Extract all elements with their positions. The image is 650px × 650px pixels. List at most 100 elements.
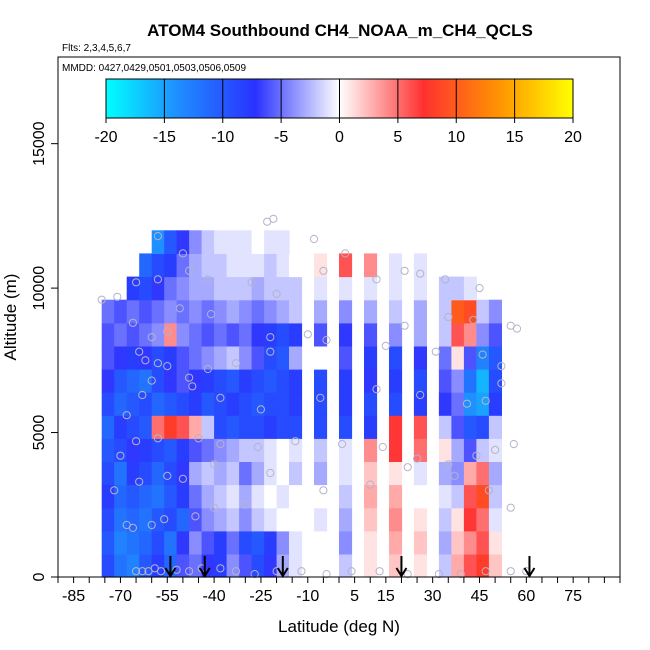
heatmap-cell [488, 484, 502, 509]
observation-point [132, 278, 141, 287]
heatmap-cell [239, 276, 253, 301]
observation-point [147, 520, 156, 530]
heatmap-cell [438, 276, 452, 301]
observation-point [441, 275, 450, 284]
heatmap-cell [413, 276, 427, 301]
heatmap-cell [476, 507, 490, 532]
heatmap-cell [364, 484, 378, 509]
heatmap-cell [389, 253, 403, 278]
heatmap-cell [164, 392, 178, 416]
heatmap-cell [151, 345, 165, 370]
heatmap-cell [314, 322, 328, 347]
observation-point [506, 567, 515, 576]
heatmap-cell [239, 484, 253, 509]
observation-point [378, 442, 387, 452]
heatmap-cell [251, 392, 265, 416]
heatmap-cell [189, 392, 203, 416]
observation-point [194, 434, 203, 443]
heatmap-cell [101, 322, 115, 347]
heatmap-cell [126, 484, 140, 509]
heatmap-cell [413, 369, 427, 393]
observation-point [512, 324, 522, 333]
heatmap-cell [226, 276, 240, 301]
observation-point [416, 390, 425, 400]
heatmap-cell [438, 530, 452, 555]
heatmap-cell [201, 345, 215, 370]
heatmap-cell [239, 369, 253, 393]
heatmap-cell [176, 438, 190, 462]
heatmap-cell [226, 369, 240, 393]
heatmap-cell [451, 322, 465, 347]
heatmap-cell [189, 276, 203, 301]
heatmap-cell [314, 484, 328, 509]
observation-point [444, 312, 453, 322]
heatmap-cell [201, 253, 215, 278]
heatmap-cell [139, 253, 153, 278]
heatmap-cell [126, 299, 140, 324]
heatmap-cell [201, 507, 215, 532]
heatmap-cell [251, 253, 265, 278]
observation-points [97, 214, 531, 579]
heatmap-cell [201, 322, 215, 347]
heatmap-cell [314, 345, 328, 370]
observation-point [497, 379, 506, 388]
heatmap-cell [438, 553, 452, 578]
heatmap-cell [413, 322, 427, 347]
observation-point [256, 405, 265, 414]
heatmap-cell [339, 276, 353, 301]
heatmap-cell [451, 461, 465, 486]
heatmap-cell [276, 230, 290, 254]
heatmap-cell [114, 530, 128, 555]
heatmap-cell [201, 230, 215, 254]
heatmap-cell [151, 322, 165, 347]
heatmap-cell [139, 484, 153, 509]
heatmap-cell [114, 392, 128, 416]
observation-point [509, 440, 518, 449]
heatmap-cell [264, 438, 278, 462]
heatmap-cell [451, 438, 465, 462]
latitude-arrow-head [198, 567, 211, 578]
heatmap-cell [239, 530, 253, 555]
x-tick-label: 30 [424, 588, 442, 605]
heatmap-cell [339, 553, 353, 578]
x-tick-label: 45 [471, 588, 489, 605]
heatmap-cell [339, 369, 353, 393]
heatmap-cells [101, 230, 502, 578]
observation-point [250, 570, 259, 579]
x-tick-label: -25 [249, 588, 272, 605]
heatmap-cell [451, 369, 465, 393]
observation-point [141, 356, 150, 365]
heatmap-cell [339, 461, 353, 486]
heatmap-cell [239, 392, 253, 416]
heatmap-cell [151, 461, 165, 486]
heatmap-cell [264, 299, 278, 324]
observation-point [206, 310, 216, 319]
heatmap-cell [314, 253, 328, 278]
heatmap-cell [413, 392, 427, 416]
heatmap-cell [488, 322, 502, 347]
heatmap-cell [314, 507, 328, 532]
heatmap-cell [276, 299, 290, 324]
observation-point [147, 376, 156, 385]
heatmap-cell [364, 345, 378, 370]
heatmap-cell [488, 299, 502, 324]
observation-point [403, 570, 412, 579]
heatmap-cell [176, 253, 190, 278]
heatmap-cell [201, 369, 215, 393]
observation-point [160, 515, 169, 524]
heatmap-cell [289, 507, 303, 532]
observation-point [400, 321, 409, 330]
observation-point [266, 333, 275, 342]
observation-point [400, 266, 409, 275]
observation-point [266, 347, 275, 356]
heatmap-cell [114, 299, 128, 324]
heatmap-cell [226, 299, 240, 324]
heatmap-cell [151, 530, 165, 555]
heatmap-cell [339, 507, 353, 532]
heatmap-cell [239, 230, 253, 254]
observation-point [450, 471, 459, 480]
heatmap-cell [101, 484, 115, 509]
heatmap-cell [476, 415, 490, 439]
observation-point [172, 565, 181, 574]
heatmap-cell [314, 276, 328, 301]
